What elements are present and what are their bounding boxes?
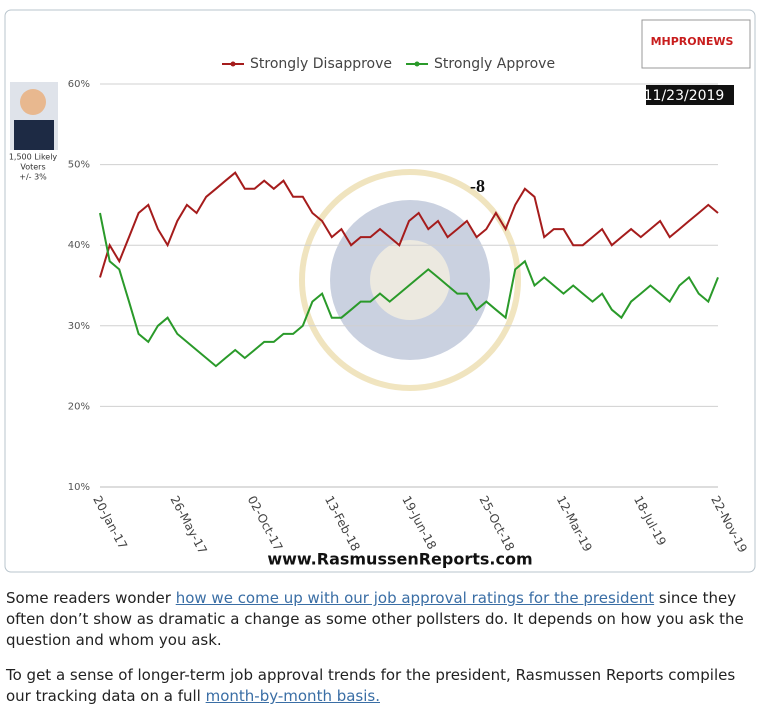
chart-frame <box>4 9 756 573</box>
series-line <box>99 171 719 278</box>
text: since they often don’t show as dramatic … <box>6 589 744 649</box>
chart: 1,500 Likely Voters +/- 3% MHPRONEWS 11/… <box>4 9 756 573</box>
annotation: -8 <box>470 176 485 196</box>
y-tick-label: 60% <box>68 79 90 90</box>
seal-watermark <box>299 169 521 391</box>
portrait <box>14 120 54 150</box>
sample-note: 1,500 Likely <box>9 153 58 162</box>
legend-marker <box>414 61 420 67</box>
source: www.RasmussenReports.com <box>267 550 532 569</box>
logo: MHPRONEWS <box>651 35 734 48</box>
sample-note: Voters <box>20 163 45 172</box>
y-tick-label: 20% <box>68 401 90 412</box>
legend-label: Strongly Disapprove <box>250 56 392 72</box>
logo-box <box>641 19 751 69</box>
paragraph: To get a sense of longer-term job approv… <box>6 665 754 707</box>
sample-note: +/- 3% <box>19 173 47 182</box>
legend-item: Strongly Approve <box>406 56 555 72</box>
series-line <box>99 212 719 368</box>
y-tick-label: 30% <box>68 321 90 332</box>
legend-item: Strongly Disapprove <box>222 56 392 72</box>
link[interactable]: how we come up with our job approval rat… <box>175 589 655 607</box>
date-box <box>646 85 734 105</box>
text: To get a sense of longer-term job approv… <box>6 666 736 705</box>
y-tick-label: 10% <box>68 482 90 493</box>
legend-marker <box>230 61 236 67</box>
legend-label: Strongly Approve <box>434 56 555 72</box>
y-tick-label: 40% <box>68 240 90 251</box>
date-label: 11/23/2019 <box>644 88 725 104</box>
text: Some readers wonder <box>6 589 176 607</box>
paragraph: Some readers wonder how we come up with … <box>6 588 754 651</box>
y-tick-label: 50% <box>68 160 90 171</box>
portrait <box>20 89 46 115</box>
link[interactable]: month-by-month basis. <box>205 687 380 705</box>
